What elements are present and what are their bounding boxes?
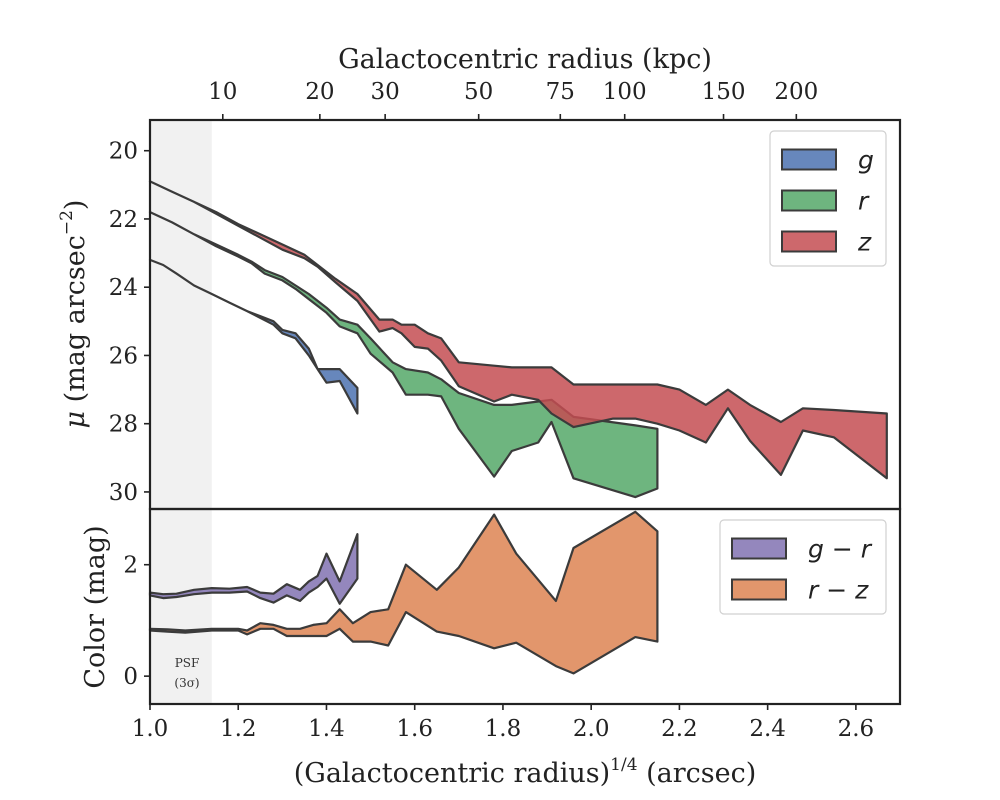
top-y-tick-label: 24 bbox=[109, 275, 138, 301]
y-axis-label-superscript: −2 bbox=[57, 210, 77, 235]
top-x-tick-label: 30 bbox=[371, 79, 400, 105]
y-axis-label-text: (mag arcsec bbox=[60, 235, 91, 411]
x-tick-label: 1.4 bbox=[308, 716, 345, 742]
y-axis-label-symbol: μ bbox=[60, 411, 91, 429]
top-y-tick-label: 26 bbox=[109, 343, 138, 369]
color-y-tick-label: 2 bbox=[123, 553, 138, 579]
top-y-tick-label: 20 bbox=[109, 139, 138, 165]
series-band-r-z bbox=[148, 510, 659, 675]
x-tick-label: 2.4 bbox=[749, 716, 786, 742]
series-band-z bbox=[148, 180, 888, 480]
series-band-r bbox=[148, 211, 659, 499]
x-tick-label: 1.0 bbox=[132, 716, 169, 742]
axis-ticks: 1.0 1.2 1.4 1.6 1.8 2.0 2.2 2.4 2.610 20 30 50 75 100… bbox=[109, 79, 874, 742]
legend-color: g − r r − z bbox=[719, 519, 887, 615]
x-tick-label: 2.6 bbox=[838, 716, 875, 742]
x-axis-label-superscript: 1/4 bbox=[610, 755, 637, 775]
color-series-layer bbox=[148, 510, 659, 675]
top-x-tick-label: 150 bbox=[702, 79, 746, 105]
top-y-tick-label: 28 bbox=[109, 412, 138, 438]
color-y-tick-label: 0 bbox=[123, 664, 138, 690]
top-x-tick-label: 20 bbox=[305, 79, 334, 105]
legend-entry-label: r bbox=[858, 187, 870, 216]
x-tick-label: 2.2 bbox=[661, 716, 698, 742]
series-band-g-r bbox=[148, 532, 359, 605]
top-x-tick-label: 200 bbox=[774, 79, 818, 105]
psf-region-band-top bbox=[150, 120, 212, 509]
legend-entry-label: g bbox=[858, 146, 874, 175]
legend-swatch bbox=[781, 148, 837, 171]
x-tick-label: 1.2 bbox=[220, 716, 257, 742]
legend-entry-label: g − r bbox=[808, 535, 873, 564]
top-y-tick-label: 22 bbox=[109, 207, 138, 233]
top-x-tick-label: 50 bbox=[464, 79, 493, 105]
top-y-axis-label: μ (mag arcsec−2) bbox=[57, 200, 91, 429]
bottom-x-axis-label: (Galactocentric radius)1/4 (arcsec) bbox=[294, 755, 757, 789]
top-x-axis-label: Galactocentric radius (kpc) bbox=[338, 44, 712, 75]
top-y-tick-label: 30 bbox=[109, 480, 138, 506]
legend-entry-label: r − z bbox=[808, 576, 869, 605]
legend-entry-label: z bbox=[857, 228, 872, 257]
x-tick-label: 1.6 bbox=[396, 716, 433, 742]
series-band-g bbox=[148, 258, 359, 415]
bottom-panel-frame bbox=[148, 507, 902, 706]
psf-label-line2: (3σ) bbox=[174, 676, 199, 690]
legend-surface-brightness: grz bbox=[769, 130, 887, 267]
top-x-tick-label: 75 bbox=[546, 79, 575, 105]
y-axis-label-close: ) bbox=[60, 200, 91, 211]
psf-label-line1: PSF bbox=[175, 656, 200, 670]
legend-swatch bbox=[781, 189, 837, 212]
legend-swatch bbox=[731, 578, 787, 601]
top-x-tick-label: 10 bbox=[208, 79, 237, 105]
x-tick-label: 1.8 bbox=[485, 716, 522, 742]
x-axis-label-main: (Galactocentric radius) bbox=[294, 758, 610, 789]
psf-region-band-bottom bbox=[150, 509, 212, 704]
x-axis-label-unit: (arcsec) bbox=[638, 758, 757, 789]
top-x-tick-label: 100 bbox=[603, 79, 647, 105]
legend-swatch bbox=[781, 230, 837, 253]
x-tick-label: 2.0 bbox=[573, 716, 610, 742]
surface-brightness-series-layer bbox=[148, 180, 888, 499]
color-y-axis-label: Color (mag) bbox=[80, 525, 111, 688]
legend-swatch bbox=[731, 537, 787, 560]
